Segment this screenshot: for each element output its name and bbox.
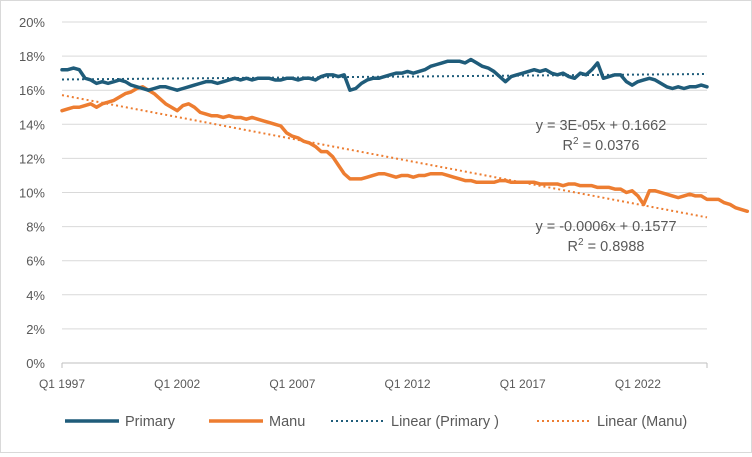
y-tick-label: 8% [26,220,45,235]
legend-label-manu: Manu [269,414,305,430]
x-axis [61,362,708,368]
legend-label-linear-manu: Linear (Manu) [597,414,687,430]
y-tick-label: 10% [19,186,45,201]
manu-trend-r2: R2 = 0.8988 [568,237,645,255]
legend: Primary Manu Linear (Primary ) Linear (M… [65,414,687,430]
y-tick-label: 4% [26,288,45,303]
x-tick-label: Q1 2022 [615,377,661,391]
x-tick-label: Q1 2002 [154,377,200,391]
primary-trend-r2: R2 = 0.0376 [563,136,640,154]
x-axis-ticks: Q1 1997 Q1 2002 Q1 2007 Q1 2012 Q1 2017 Q1 20… [39,377,661,391]
y-tick-label: 0% [26,356,45,371]
y-tick-label: 14% [19,117,45,132]
legend-label-linear-primary: Linear (Primary ) [391,414,499,430]
y-axis-ticks: 0% 2% 4% 6% 8% 10% 12% 14% 16% 18% 20% [19,15,45,371]
series-lines [60,57,750,214]
y-tick-label: 18% [19,49,45,64]
y-tick-label: 6% [26,254,45,269]
series-line-primary [60,57,709,92]
manu-trend-equation: y = -0.0006x + 0.1577 [535,219,676,235]
gridlines [62,21,707,330]
y-tick-label: 12% [19,151,45,166]
trendline-manu [61,94,708,219]
y-tick-label: 2% [26,322,45,337]
primary-trend-equation: y = 3E-05x + 0.1662 [536,118,667,134]
x-tick-label: Q1 1997 [39,377,85,391]
x-tick-label: Q1 2012 [385,377,431,391]
y-tick-label: 20% [19,15,45,30]
y-tick-label: 16% [19,83,45,98]
series-line-manu [60,85,750,214]
x-tick-label: Q1 2007 [269,377,315,391]
x-tick-label: Q1 2017 [500,377,546,391]
legend-label-primary: Primary [125,414,176,430]
